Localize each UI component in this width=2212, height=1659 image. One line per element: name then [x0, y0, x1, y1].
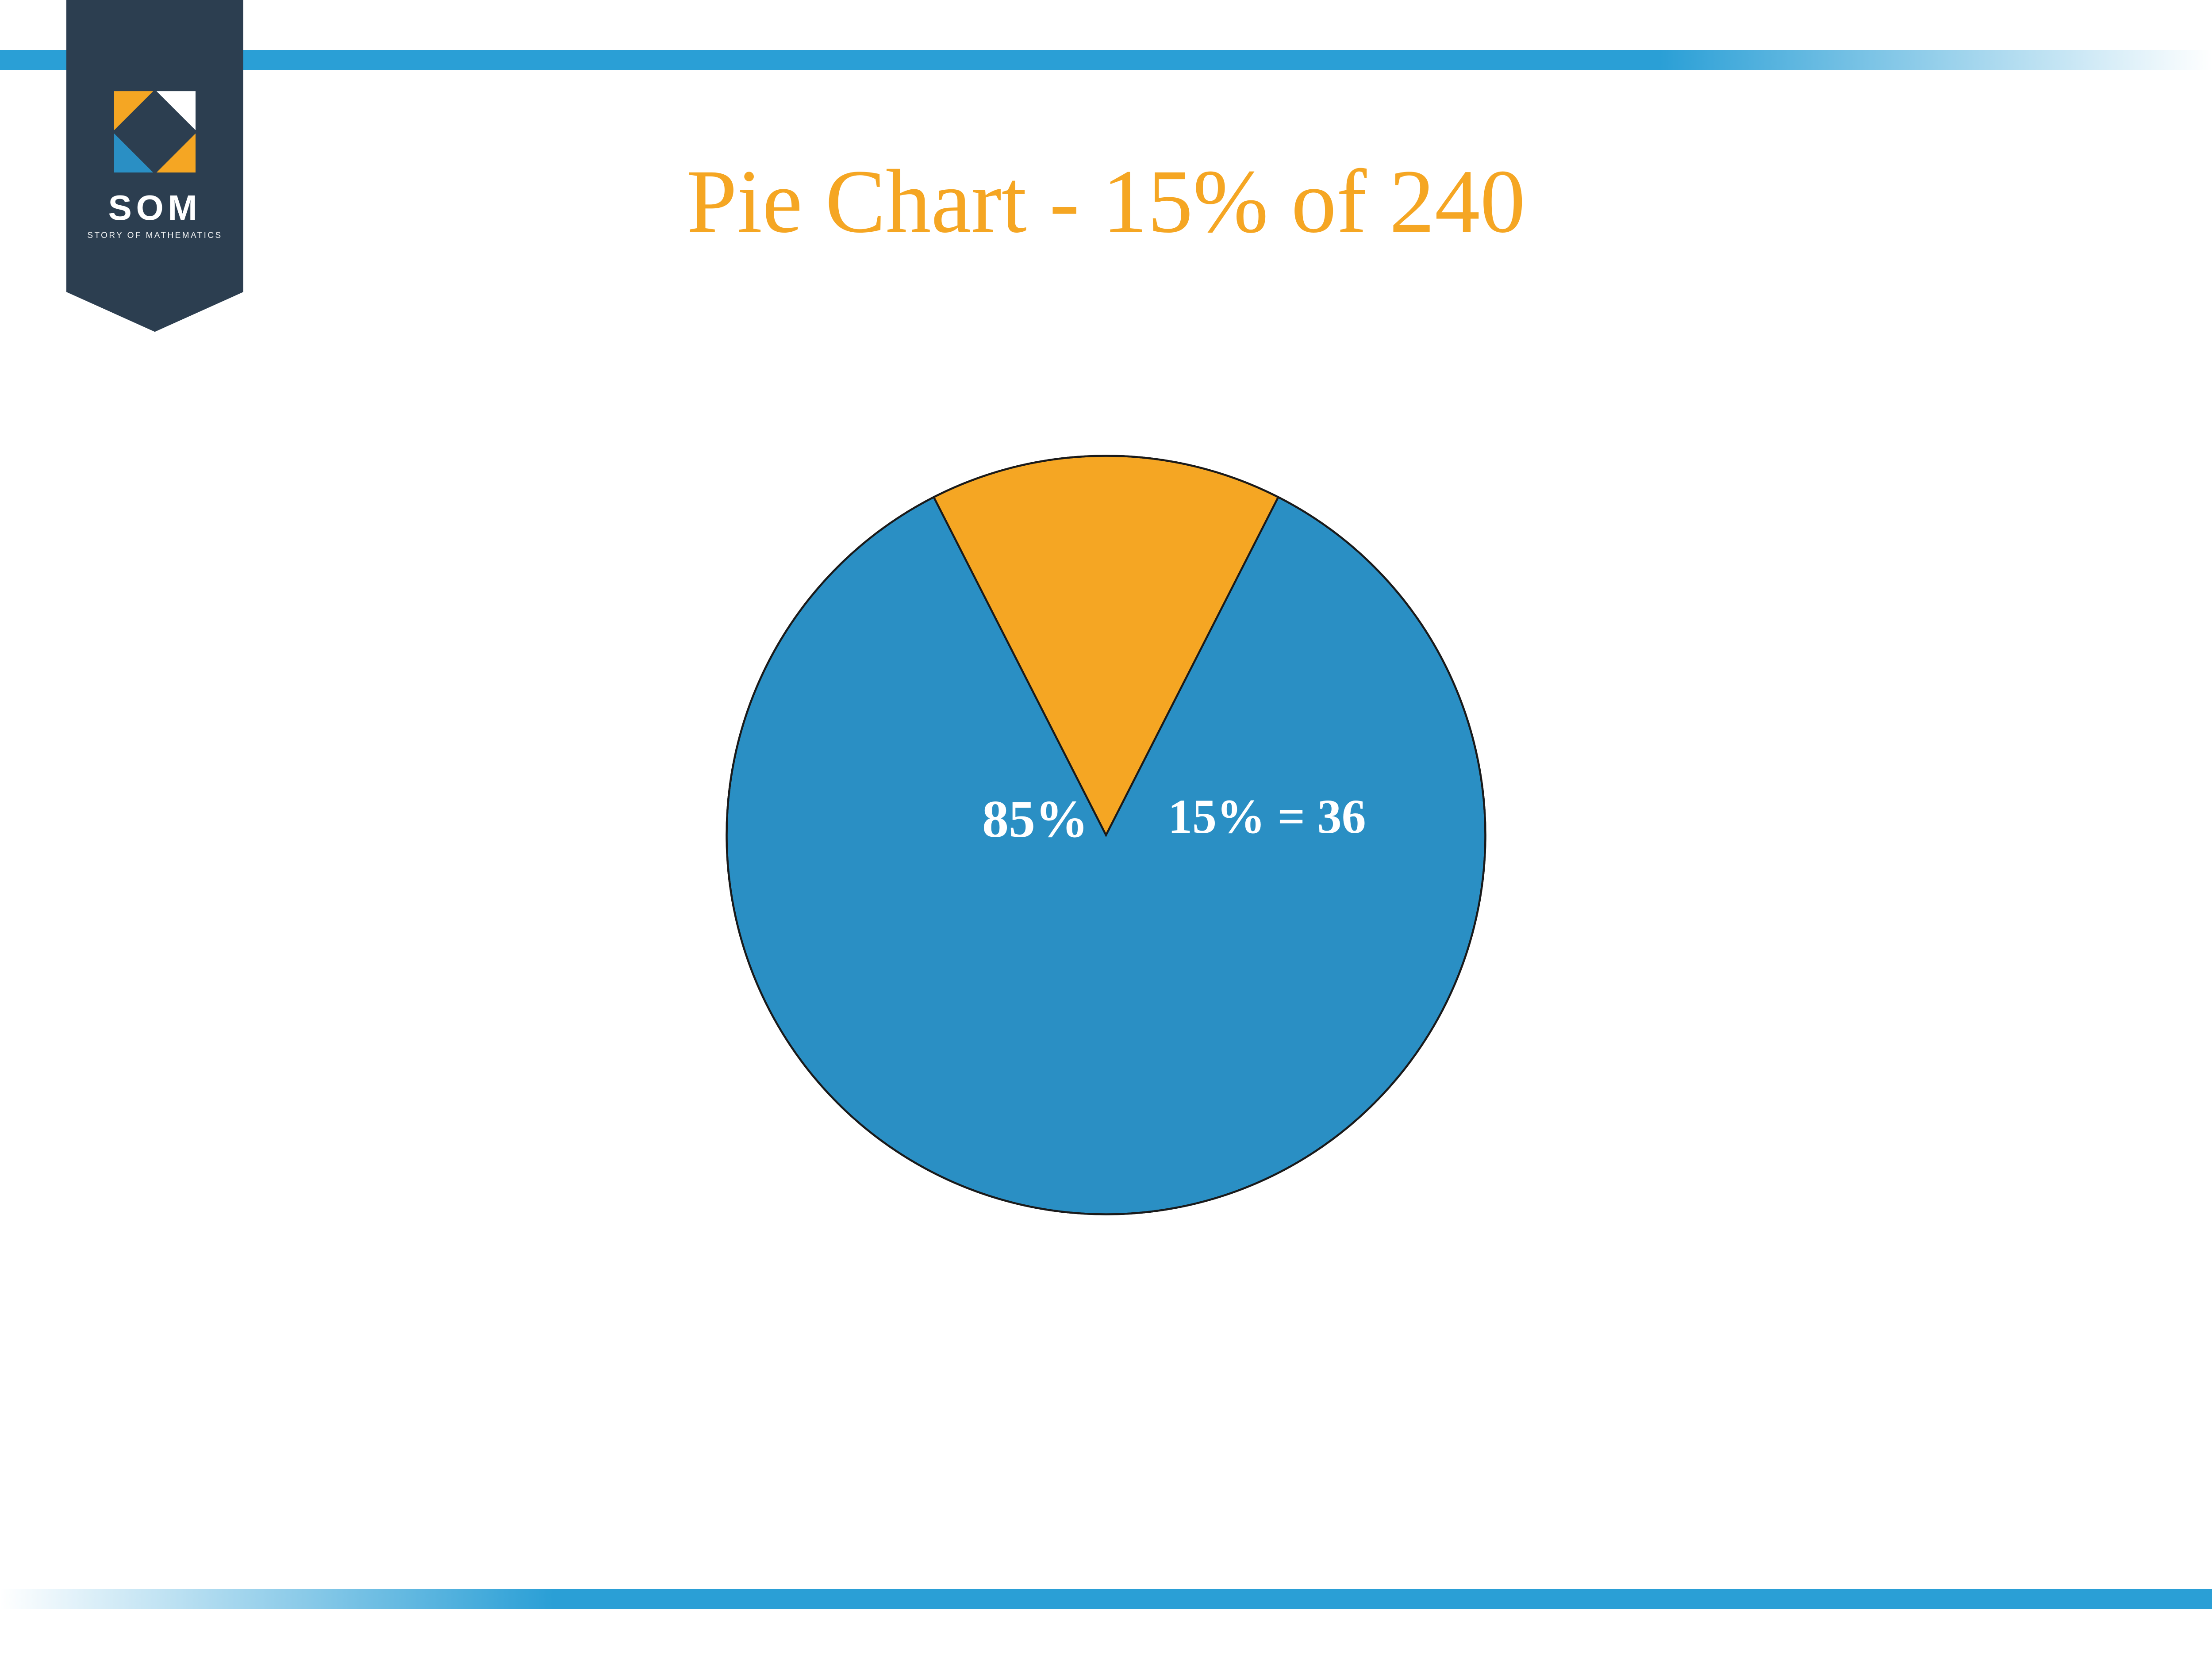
- pie-svg: [719, 448, 1493, 1222]
- chart-title: Pie Chart - 15% of 240: [0, 149, 2212, 254]
- slice-label-remaining: 85%: [982, 789, 1088, 850]
- brand-badge: SOM STORY OF MATHEMATICS: [66, 0, 243, 332]
- chart-canvas: SOM STORY OF MATHEMATICS Pie Chart - 15%…: [0, 0, 2212, 1659]
- bottom-border: [0, 1589, 2212, 1609]
- brand-name: SOM: [108, 190, 201, 226]
- pie-chart: 85% 15% = 36: [719, 448, 1493, 1222]
- brand-logo-icon: [114, 91, 196, 172]
- brand-tagline: STORY OF MATHEMATICS: [87, 231, 222, 241]
- slice-label-portion: 15% = 36: [1168, 789, 1366, 845]
- top-border: [0, 50, 2212, 70]
